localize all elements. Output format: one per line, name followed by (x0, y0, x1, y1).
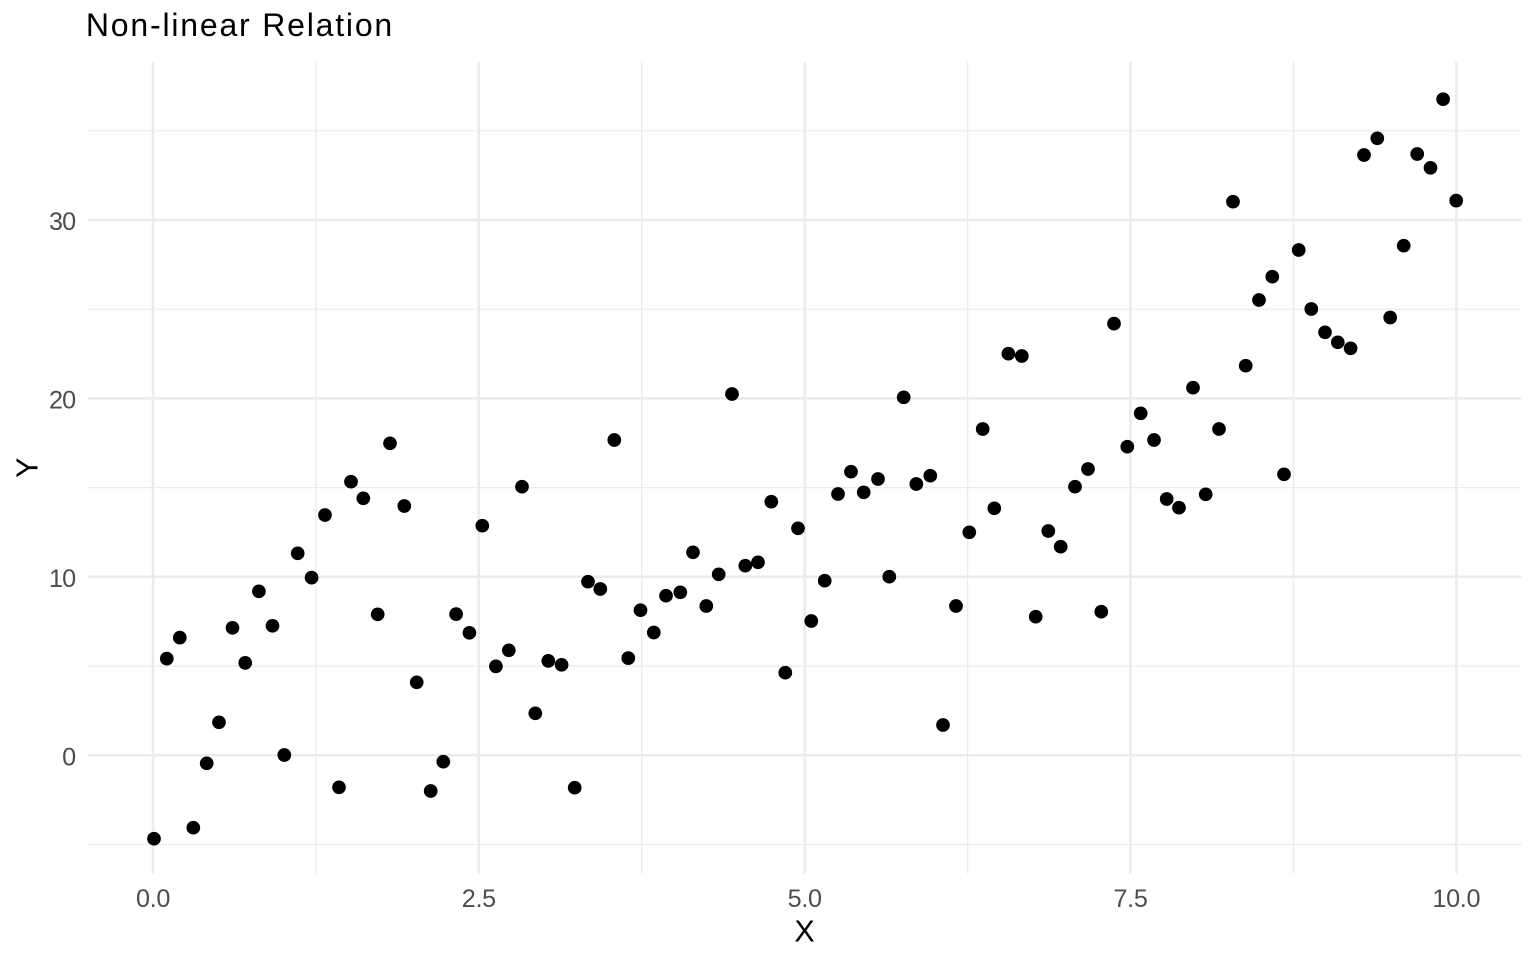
svg-text:10.0: 10.0 (1432, 885, 1480, 913)
svg-text:Y: Y (11, 458, 45, 478)
svg-text:5.0: 5.0 (788, 885, 822, 913)
svg-text:2.5: 2.5 (462, 885, 496, 913)
svg-text:7.5: 7.5 (1113, 885, 1147, 913)
svg-text:30: 30 (49, 208, 76, 236)
svg-text:0: 0 (62, 743, 76, 771)
svg-text:0.0: 0.0 (136, 885, 170, 913)
svg-text:Non-linear Relation: Non-linear Relation (86, 7, 394, 43)
svg-text:X: X (794, 914, 814, 948)
svg-text:20: 20 (49, 386, 76, 414)
svg-text:10: 10 (49, 565, 76, 593)
